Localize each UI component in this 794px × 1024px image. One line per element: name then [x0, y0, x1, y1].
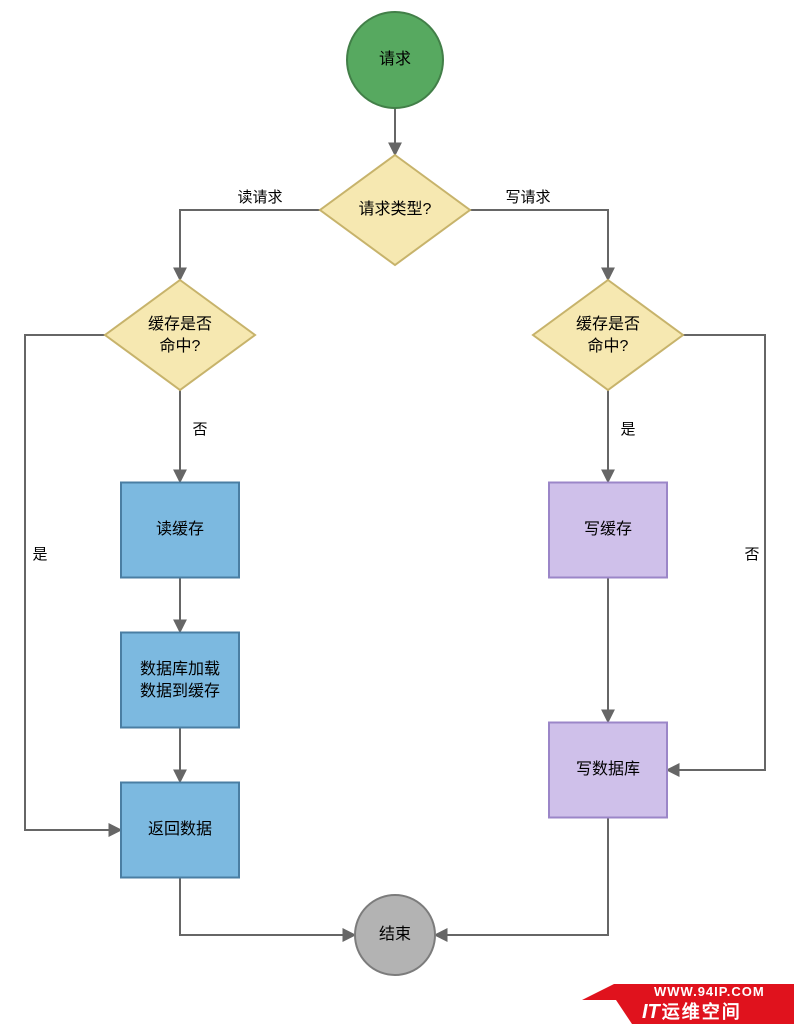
node-label-cache_right-1: 缓存是否	[576, 315, 640, 333]
node-cache_left: 缓存是否命中?	[105, 280, 255, 390]
edge-label-e2: 读请求	[237, 189, 282, 206]
node-label-end: 结束	[379, 925, 411, 943]
node-label-load_db-2: 数据到缓存	[140, 682, 220, 700]
node-label-return_data: 返回数据	[148, 820, 212, 838]
node-label-cache_right-2: 命中?	[588, 337, 629, 355]
node-label-reqtype: 请求类型?	[359, 200, 432, 218]
node-return_data: 返回数据	[121, 783, 239, 878]
node-write_cache: 写缓存	[549, 483, 667, 578]
node-label-write_cache: 写缓存	[584, 520, 632, 538]
node-cache_right: 缓存是否命中?	[533, 280, 683, 390]
edge-label-e3: 写请求	[505, 189, 550, 206]
node-label-cache_left-1: 缓存是否	[148, 315, 212, 333]
edge-label-e9: 是	[620, 421, 635, 438]
edge-label-e5: 是	[32, 546, 47, 563]
edge-e8	[180, 878, 355, 935]
node-label-read_cache: 读缓存	[156, 520, 204, 538]
node-start: 请求	[347, 12, 443, 108]
edge-e3	[470, 210, 608, 280]
node-read_cache: 读缓存	[121, 483, 239, 578]
edge-e12	[435, 818, 608, 935]
node-load_db: 数据库加载数据到缓存	[121, 633, 239, 728]
node-label-cache_left-2: 命中?	[160, 337, 201, 355]
node-label-load_db-1: 数据库加载	[140, 660, 220, 678]
flowchart-canvas: 读请求写请求否是是否 请求请求类型?缓存是否命中?缓存是否命中?读缓存数据库加载…	[0, 0, 794, 1024]
edge-label-e10: 否	[744, 546, 759, 563]
edge-e5	[25, 335, 121, 830]
node-write_db: 写数据库	[549, 723, 667, 818]
node-label-start: 请求	[379, 50, 411, 68]
node-end: 结束	[355, 895, 435, 975]
node-label-write_db: 写数据库	[576, 760, 640, 778]
node-reqtype: 请求类型?	[320, 155, 470, 265]
edge-e2	[180, 210, 320, 280]
edge-label-e4: 否	[192, 421, 207, 438]
